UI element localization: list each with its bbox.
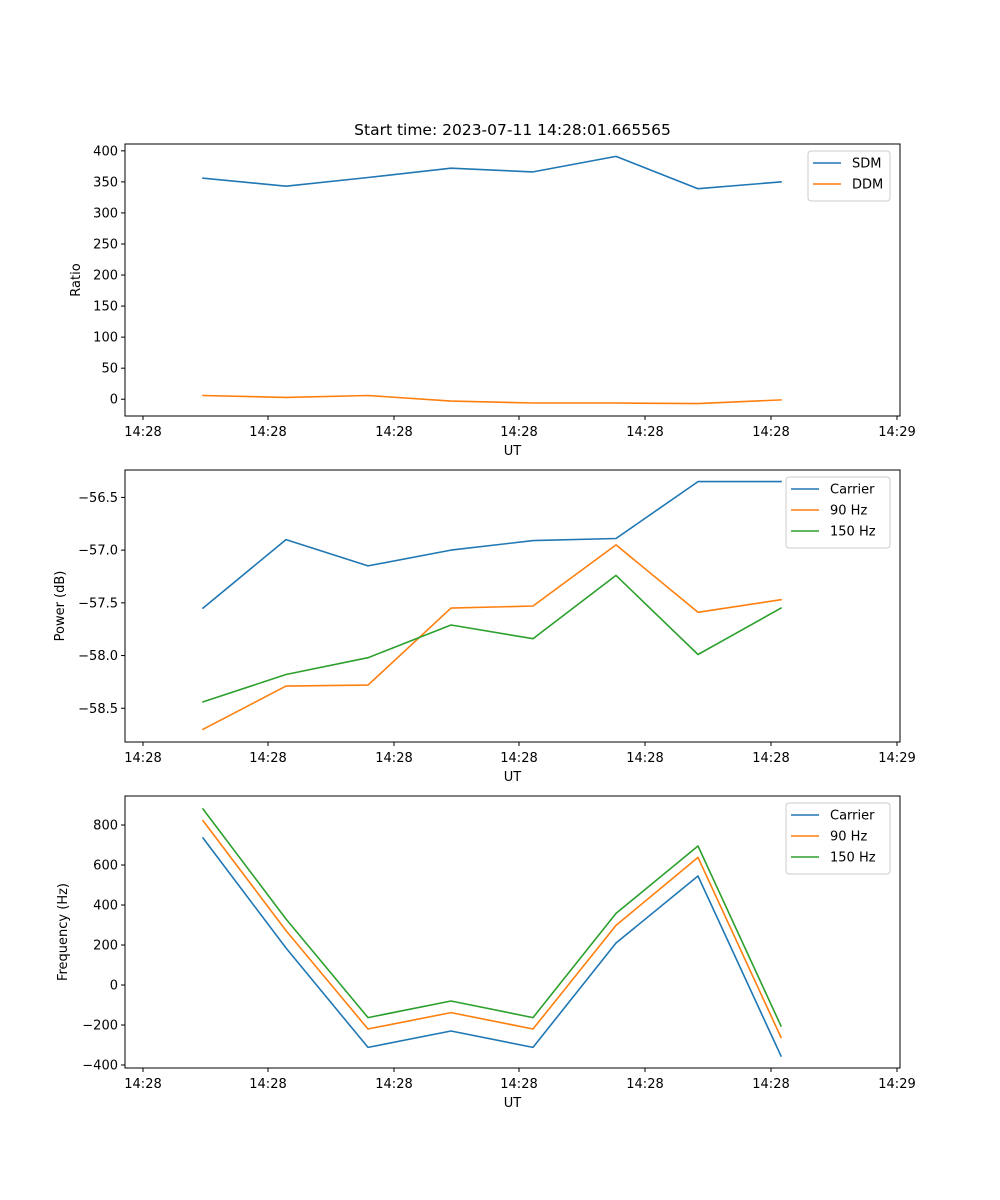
power-legend: Carrier 90 Hz 150 Hz: [785, 476, 891, 549]
ratio-y-tick-label: 400: [93, 144, 118, 159]
power-legend-label-90-hz: 90 Hz: [830, 504, 867, 519]
power-x-tick-label: 14:28: [375, 751, 412, 766]
ratio-legend: SDM DDM: [807, 150, 891, 202]
ratio-plot-frame: [124, 143, 901, 417]
power-chart: 14:28 14:28 14:28 14:28 14:28 14:28 14:29 −58.5…: [53, 469, 916, 785]
frequency-plot-frame: [124, 795, 901, 1069]
frequency-x-axis-label: UT: [504, 1096, 522, 1111]
power-y-axis-label: Power (dB): [53, 571, 68, 642]
ratio-x-tick-label: 14:28: [500, 425, 537, 440]
power-y-tick-label: −58.0: [78, 649, 118, 664]
ratio-y-tick-label: 100: [93, 331, 118, 346]
power-series-90-hz-line: [201, 544, 782, 731]
frequency-legend-label-90-hz: 90 Hz: [830, 830, 867, 845]
ratio-y-tick-label: 250: [93, 237, 118, 252]
ratio-y-tick-label: 350: [93, 175, 118, 190]
frequency-y-tick-label: 200: [93, 939, 118, 954]
power-x-tick-label: 14:28: [124, 751, 161, 766]
frequency-legend-label-carrier: Carrier: [830, 809, 875, 824]
frequency-x-tick-label: 14:28: [626, 1077, 663, 1092]
frequency-y-tick-label: 0: [110, 979, 118, 994]
frequency-x-tick-label: 14:28: [752, 1077, 789, 1092]
power-x-tick-label: 14:29: [878, 751, 915, 766]
frequency-y-tick-label: 600: [93, 859, 118, 874]
frequency-y-tick-label: −400: [82, 1059, 118, 1074]
power-y-tick-label: −56.5: [78, 491, 118, 506]
ratio-x-tick-label: 14:29: [878, 425, 915, 440]
frequency-x-tick-label: 14:29: [878, 1077, 915, 1092]
power-y-tick-label: −58.5: [78, 702, 118, 717]
frequency-y-axis-label: Frequency (Hz): [56, 883, 71, 981]
frequency-series-90-hz-line: [201, 819, 783, 1039]
ratio-series-ddm-line: [202, 394, 782, 405]
power-x-tick-label: 14:28: [500, 751, 537, 766]
power-x-tick-label: 14:28: [249, 751, 286, 766]
ratio-x-tick-label: 14:28: [249, 425, 286, 440]
ratio-x-tick-label: 14:28: [752, 425, 789, 440]
frequency-legend: Carrier 90 Hz 150 Hz: [785, 802, 891, 875]
power-x-tick-label: 14:28: [752, 751, 789, 766]
frequency-x-tick-label: 14:28: [124, 1077, 161, 1092]
ratio-x-axis-label: UT: [504, 444, 522, 459]
frequency-y-tick-label: 800: [93, 819, 118, 834]
power-y-tick-label: −57.5: [78, 596, 118, 611]
ratio-y-tick-label: 200: [93, 269, 118, 284]
frequency-y-tick-label: −200: [82, 1019, 118, 1034]
ratio-chart: 14:28 14:28 14:28 14:28 14:28 14:28 14:29 0 50 10…: [69, 143, 916, 459]
power-legend-label-150-hz: 150 Hz: [830, 525, 876, 540]
ratio-y-tick-label: 0: [110, 393, 118, 408]
ratio-legend-label-ddm: DDM: [852, 178, 883, 193]
ratio-series-sdm-line: [202, 155, 782, 190]
ratio-x-tick-label: 14:28: [626, 425, 663, 440]
frequency-chart: 14:28 14:28 14:28 14:28 14:28 14:28 14:29 −400 −…: [56, 795, 916, 1111]
ratio-y-tick-label: 300: [93, 206, 118, 221]
ratio-legend-label-sdm: SDM: [852, 157, 881, 172]
ratio-x-tick-label: 14:28: [124, 425, 161, 440]
frequency-y-tick-label: 400: [93, 899, 118, 914]
ratio-y-axis-label: Ratio: [69, 263, 84, 296]
frequency-x-tick-label: 14:28: [500, 1077, 537, 1092]
ratio-y-tick-label: 50: [101, 362, 118, 377]
frequency-series-carrier-line: [201, 836, 783, 1058]
power-y-tick-label: −57.0: [78, 544, 118, 559]
frequency-series-150-hz-line: [201, 807, 783, 1028]
power-legend-label-carrier: Carrier: [830, 483, 875, 498]
power-x-tick-label: 14:28: [626, 751, 663, 766]
power-series-150-hz-line: [201, 574, 783, 703]
ratio-x-tick-label: 14:28: [375, 425, 412, 440]
power-x-axis-label: UT: [504, 770, 522, 785]
frequency-legend-label-150-hz: 150 Hz: [830, 851, 876, 866]
power-plot-frame: [124, 469, 901, 743]
chart-title: Start time: 2023-07-11 14:28:01.665565: [354, 121, 671, 139]
power-series-carrier-line: [201, 480, 782, 610]
frequency-x-tick-label: 14:28: [249, 1077, 286, 1092]
ratio-y-tick-label: 150: [93, 300, 118, 315]
frequency-x-tick-label: 14:28: [375, 1077, 412, 1092]
